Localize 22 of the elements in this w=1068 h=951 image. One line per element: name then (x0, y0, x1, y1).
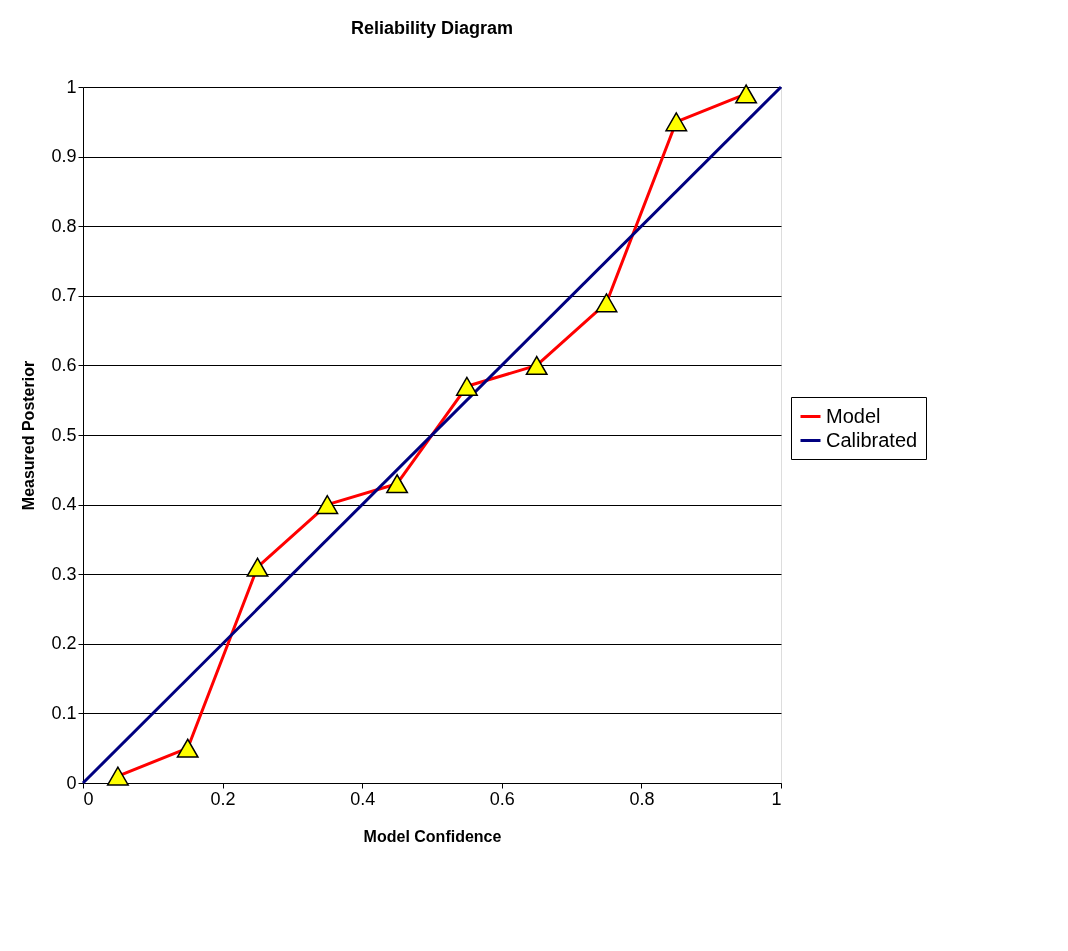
x-tick-label: 0.8 (629, 788, 655, 809)
y-tick-label: 0.6 (51, 354, 77, 375)
chart-title: Reliability Diagram (350, 18, 514, 38)
y-tick-label: 0.2 (51, 633, 77, 654)
x-tick-label: 0.4 (350, 788, 376, 809)
x-tick-label: 0.6 (489, 788, 515, 809)
y-tick-label: 0.7 (51, 285, 77, 306)
x-tick-label: 0.2 (210, 788, 236, 809)
y-tick-label: 0.5 (51, 424, 77, 445)
x-axis-title: Model Confidence (363, 827, 502, 845)
y-axis-title: Measured Posterior (20, 360, 38, 511)
y-tick-label: 0 (66, 772, 77, 793)
legend-label: Model (826, 404, 881, 427)
legend-label: Calibrated (826, 428, 918, 451)
y-tick-label: 0.8 (51, 215, 77, 236)
y-tick-label: 0.1 (51, 702, 77, 723)
y-tick-label: 0.4 (51, 494, 77, 515)
y-tick-label: 0.3 (51, 563, 77, 584)
y-tick-label: 1 (66, 76, 77, 97)
x-tick-label: 1 (771, 788, 782, 809)
x-tick-label: 0 (83, 788, 94, 809)
y-tick-label: 0.9 (51, 146, 77, 167)
